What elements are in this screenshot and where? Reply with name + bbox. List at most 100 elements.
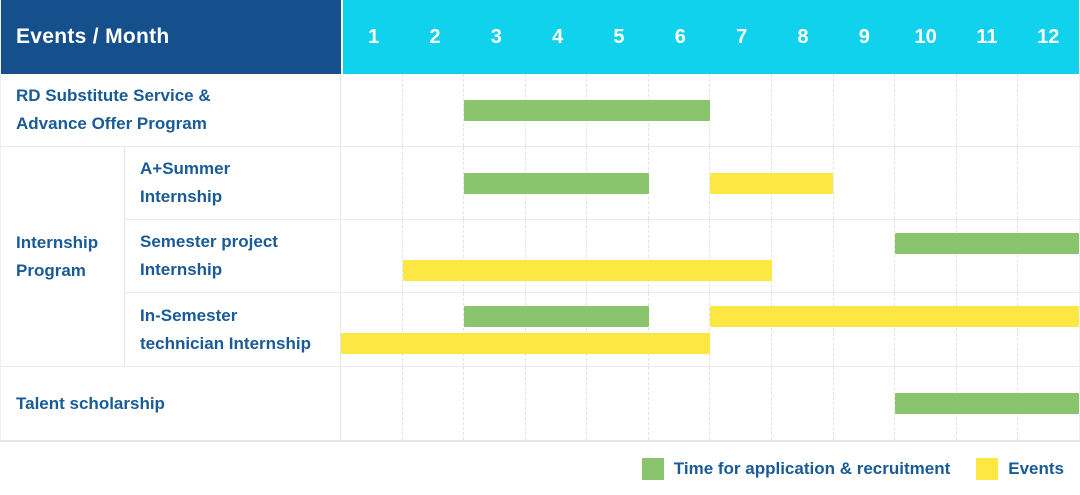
event-bar — [710, 306, 1079, 327]
grid-cell — [832, 367, 895, 440]
grid-cell — [401, 293, 464, 366]
grid-cell — [709, 220, 771, 292]
grid-cell — [463, 220, 525, 292]
grid-cell — [463, 367, 525, 440]
timeline-semester-project-internship — [341, 220, 1079, 292]
label-line: Internship — [16, 232, 99, 252]
application-bar — [894, 393, 1079, 414]
grid-cell — [1017, 293, 1079, 366]
grid-cell — [894, 293, 956, 366]
grid-cell — [709, 147, 771, 219]
table-header-row: Events / Month 1 2 3 4 5 6 7 8 9 10 11 12 — [1, 0, 1079, 74]
grid-cell — [955, 74, 1018, 146]
table-title: Events / Month — [1, 0, 341, 74]
grid-cell — [341, 74, 402, 146]
grid-cell — [955, 147, 1018, 219]
grid-cell — [709, 367, 771, 440]
grid-cell — [341, 147, 402, 219]
grid-cell — [341, 293, 402, 366]
month-header-5: 5 — [613, 25, 625, 48]
month-header-12: 12 — [1037, 25, 1060, 48]
month-header-11: 11 — [976, 25, 998, 48]
grid-cell — [894, 147, 956, 219]
grid-cell — [955, 220, 1018, 292]
label-line: RD Substitute Service & — [16, 86, 211, 105]
label-line: technician Internship — [140, 333, 311, 353]
month-header-4: 4 — [552, 25, 564, 48]
grid-cell — [524, 293, 587, 366]
grid-cell — [832, 293, 895, 366]
grid-cell — [894, 74, 956, 146]
group-label-internship-program: Internship Program — [1, 147, 125, 366]
grid-cell — [894, 220, 956, 292]
month-header-10: 10 — [914, 25, 937, 48]
grid-cell — [832, 220, 895, 292]
timeline-a-plus-summer-internship — [341, 147, 1079, 219]
label-line: Program — [16, 260, 86, 280]
label-line: Semester project — [140, 232, 278, 251]
row-semester-project-internship: Semester project Internship — [125, 220, 1079, 293]
legend-item-events: Events — [976, 457, 1064, 480]
grid-cell — [586, 293, 648, 366]
row-label-rd-substitute-service: RD Substitute Service & Advance Offer Pro… — [1, 74, 341, 146]
legend: Time for application & recruitment Event… — [0, 442, 1080, 495]
label-line: In-Semester — [140, 305, 238, 325]
grid-cell — [586, 220, 648, 292]
timeline-rd-substitute-service — [341, 74, 1079, 146]
grid-cell — [771, 367, 833, 440]
group-internship-program: Internship Program A+Summer Internship Semes… — [1, 147, 1079, 367]
grid-cell — [524, 220, 587, 292]
month-header-strip: 1 2 3 4 5 6 7 8 9 10 11 12 — [341, 0, 1079, 74]
month-header-9: 9 — [858, 25, 870, 48]
label-line: Talent scholarship — [16, 393, 165, 413]
month-header-1: 1 — [368, 25, 380, 48]
grid-cell — [463, 293, 525, 366]
grid-cell — [401, 147, 464, 219]
month-header-8: 8 — [797, 25, 809, 48]
month-header-6: 6 — [674, 25, 686, 48]
timeline-talent-scholarship — [341, 367, 1079, 440]
grid-cell — [401, 367, 464, 440]
row-a-plus-summer-internship: A+Summer Internship — [125, 147, 1079, 220]
application-bar — [464, 100, 710, 121]
grid-cell — [1017, 74, 1079, 146]
grid-cell — [341, 367, 402, 440]
legend-application-label: Time for application & recruitment — [673, 458, 951, 478]
grid-cell — [463, 147, 525, 219]
application-swatch-icon — [641, 457, 664, 480]
events-swatch-icon — [976, 457, 999, 480]
grid-cell — [771, 220, 833, 292]
month-header-7: 7 — [736, 25, 748, 48]
application-bar — [464, 306, 649, 327]
grid-cell — [647, 367, 710, 440]
grid-cell — [709, 74, 771, 146]
grid-cell — [463, 74, 525, 146]
row-talent-scholarship: Talent scholarship — [1, 367, 1079, 440]
grid-cell — [832, 147, 895, 219]
label-line: Internship — [140, 260, 223, 279]
row-label-talent-scholarship: Talent scholarship — [1, 367, 341, 440]
grid-cell — [771, 74, 833, 146]
row-label-semester-project-internship: Semester project Internship — [125, 220, 341, 292]
row-in-semester-technician-internship: In-Semester technician Internship — [125, 293, 1079, 366]
grid-cell — [1017, 147, 1079, 219]
grid-cell — [524, 367, 587, 440]
event-bar — [710, 173, 833, 194]
label-line: Advance Offer Program — [16, 114, 207, 133]
grid-cell — [401, 220, 464, 292]
grid-cell — [709, 293, 771, 366]
row-label-in-semester-technician-internship: In-Semester technician Internship — [125, 293, 341, 366]
row-label-a-plus-summer-internship: A+Summer Internship — [125, 147, 341, 219]
group-rows-internship-program: A+Summer Internship Semester project Intern… — [125, 147, 1079, 366]
grid-cell — [586, 367, 648, 440]
grid-cell — [647, 147, 710, 219]
grid-cell — [955, 293, 1018, 366]
label-line: A+Summer — [140, 159, 231, 178]
timeline-in-semester-technician-internship — [341, 293, 1079, 366]
application-bar — [894, 233, 1079, 254]
month-header-2: 2 — [429, 25, 441, 48]
event-bar — [402, 260, 772, 281]
event-bar — [341, 333, 710, 354]
label-line: Internship — [140, 187, 223, 206]
